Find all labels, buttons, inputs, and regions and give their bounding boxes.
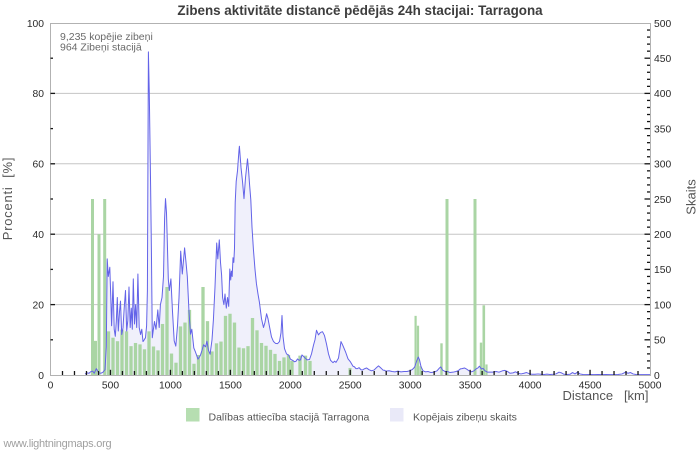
svg-text:100: 100 <box>654 300 671 311</box>
svg-text:250: 250 <box>654 195 671 206</box>
svg-text:964 Zibeņi stacijā: 964 Zibeņi stacijā <box>60 41 142 53</box>
svg-text:Zibens aktivitāte distancē pēd: Zibens aktivitāte distancē pēdējās 24h s… <box>177 3 543 18</box>
svg-text:200: 200 <box>654 230 671 241</box>
svg-text:Skaits: Skaits <box>684 179 699 215</box>
svg-text:Procenti [%]: Procenti [%] <box>0 157 15 240</box>
svg-text:500: 500 <box>654 19 671 30</box>
svg-text:20: 20 <box>33 300 45 311</box>
svg-text:3000: 3000 <box>399 381 422 392</box>
svg-text:Kopējais zibeņu skaits: Kopējais zibeņu skaits <box>413 412 517 424</box>
svg-text:450: 450 <box>654 54 671 65</box>
svg-text:0: 0 <box>48 381 54 392</box>
svg-text:0: 0 <box>654 371 660 382</box>
svg-text:300: 300 <box>654 160 671 171</box>
svg-text:5000: 5000 <box>639 381 662 392</box>
svg-text:3500: 3500 <box>459 381 482 392</box>
svg-text:500: 500 <box>102 381 119 392</box>
svg-text:4500: 4500 <box>579 381 602 392</box>
svg-text:60: 60 <box>33 160 45 171</box>
svg-text:9,235 kopējie zibeņi: 9,235 kopējie zibeņi <box>60 31 153 43</box>
svg-text:50: 50 <box>654 336 666 347</box>
svg-text:400: 400 <box>654 89 671 100</box>
svg-text:100: 100 <box>27 19 44 30</box>
svg-text:4000: 4000 <box>519 381 542 392</box>
svg-text:1000: 1000 <box>159 381 182 392</box>
svg-text:150: 150 <box>654 265 671 276</box>
svg-text:2000: 2000 <box>279 381 302 392</box>
svg-text:1500: 1500 <box>219 381 242 392</box>
svg-text:350: 350 <box>654 124 671 135</box>
svg-text:Distance [km]: Distance [km] <box>563 388 649 403</box>
svg-text:0: 0 <box>38 371 44 382</box>
svg-text:80: 80 <box>33 89 45 100</box>
svg-text:Dalības attiecība stacijā Tarr: Dalības attiecība stacijā Tarragona <box>209 412 370 424</box>
svg-text:www.lightningmaps.org: www.lightningmaps.org <box>3 438 112 450</box>
svg-text:40: 40 <box>33 230 45 241</box>
svg-text:2500: 2500 <box>339 381 362 392</box>
